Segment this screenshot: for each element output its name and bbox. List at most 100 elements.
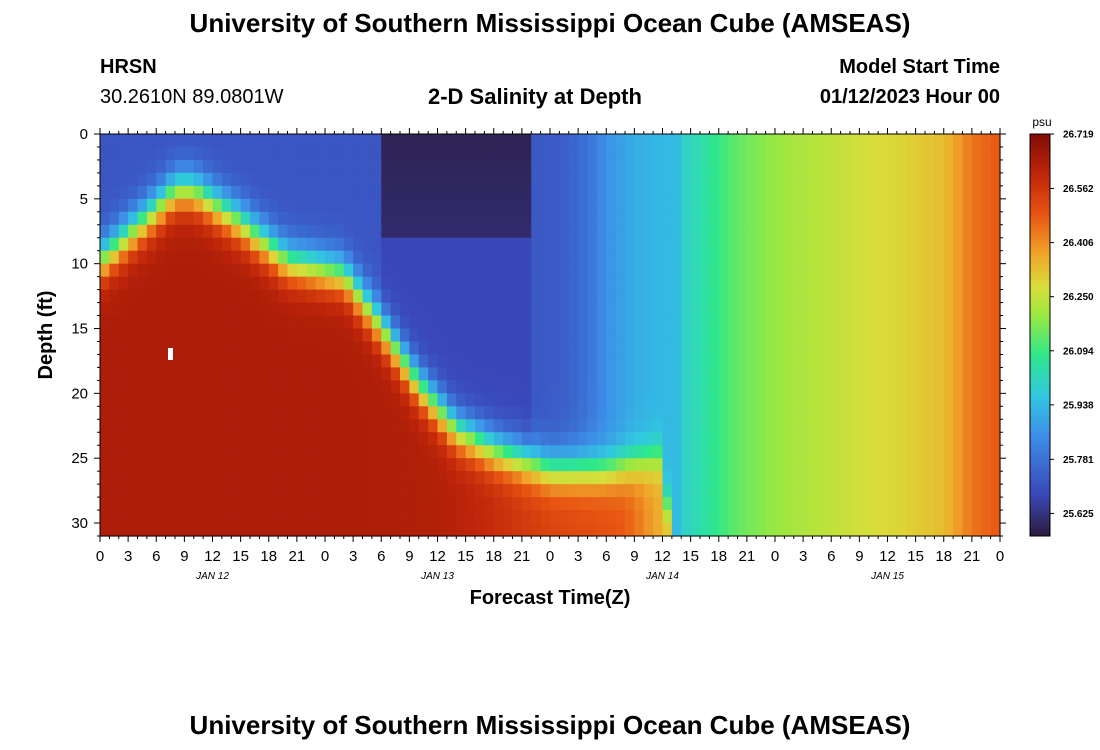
heatmap-cell <box>315 302 326 317</box>
heatmap-cell <box>465 198 476 213</box>
heatmap-cell <box>100 185 110 200</box>
heatmap-cell <box>775 354 785 369</box>
heatmap-cell <box>981 211 992 226</box>
heatmap-cell <box>671 354 682 369</box>
heatmap-cell <box>521 419 532 433</box>
heatmap-cell <box>971 276 982 291</box>
heatmap-cell <box>531 458 542 472</box>
heatmap-cell <box>240 250 251 265</box>
heatmap-cell <box>953 432 964 446</box>
heatmap-cell <box>437 445 448 459</box>
heatmap-cell <box>821 276 832 291</box>
heatmap-cell <box>231 185 242 200</box>
heatmap-cell <box>250 484 260 498</box>
heatmap-cell <box>671 237 682 252</box>
heatmap-cell <box>381 458 392 472</box>
heatmap-cell <box>821 172 832 187</box>
heatmap-cell <box>475 341 485 356</box>
heatmap-cell <box>315 250 326 265</box>
heatmap-cell <box>596 276 607 291</box>
heatmap-cell <box>231 159 242 174</box>
heatmap-cell <box>906 185 917 200</box>
heatmap-cell <box>559 497 570 511</box>
heatmap-cell <box>662 406 673 420</box>
heatmap-cell <box>240 263 251 278</box>
heatmap-cell <box>981 458 992 472</box>
heatmap-cell <box>400 198 410 213</box>
heatmap-cell <box>334 185 345 200</box>
heatmap-cell <box>306 406 317 420</box>
heatmap-cell <box>662 302 673 317</box>
heatmap-cell <box>465 185 476 200</box>
heatmap-cell <box>943 471 954 485</box>
heatmap-cell <box>193 198 204 213</box>
heatmap-cell <box>371 159 382 174</box>
heatmap-cell <box>662 172 673 187</box>
heatmap-cell <box>156 315 167 330</box>
heatmap-cell <box>756 458 767 472</box>
heatmap-cell <box>521 276 532 291</box>
heatmap-cell <box>962 159 973 174</box>
heatmap-cell <box>231 497 242 511</box>
heatmap-cell <box>503 406 514 420</box>
heatmap-cell <box>465 211 476 226</box>
heatmap-cell <box>840 211 851 226</box>
heatmap-cell <box>400 419 410 433</box>
heatmap-cell <box>850 198 860 213</box>
plot-title: 2-D Salinity at Depth <box>428 84 642 109</box>
heatmap-cell <box>446 419 457 433</box>
heatmap-cell <box>343 484 354 498</box>
heatmap-cell <box>981 224 992 239</box>
heatmap-cell <box>156 406 167 420</box>
heatmap-cell <box>859 510 870 524</box>
heatmap-cell <box>306 134 317 148</box>
heatmap-cell <box>784 276 795 291</box>
heatmap-cell <box>325 419 335 433</box>
heatmap-cell <box>343 341 354 356</box>
heatmap-cell <box>606 237 617 252</box>
heatmap-cell <box>906 146 917 161</box>
heatmap-cell <box>643 458 654 472</box>
heatmap-cell <box>306 302 317 317</box>
heatmap-cell <box>259 302 270 317</box>
heatmap-cell <box>475 393 485 407</box>
heatmap-cell <box>971 185 982 200</box>
heatmap-cell <box>662 159 673 174</box>
heatmap-cell <box>100 523 110 537</box>
heatmap-cell <box>559 406 570 420</box>
heatmap-cell <box>437 237 448 252</box>
heatmap-cell <box>250 172 260 187</box>
heatmap-cell <box>287 211 298 226</box>
heatmap-cell <box>118 224 129 239</box>
heatmap-cell <box>596 146 607 161</box>
heatmap-cell <box>184 289 195 304</box>
heatmap-cell <box>915 198 926 213</box>
heatmap-cell <box>990 146 1001 161</box>
heatmap-cell <box>981 367 992 381</box>
heatmap-cell <box>212 211 223 226</box>
heatmap-cell <box>587 198 598 213</box>
heatmap-cell <box>221 263 232 278</box>
x-tick-label: 21 <box>739 548 756 565</box>
heatmap-cell <box>353 445 364 459</box>
heatmap-cell <box>250 302 260 317</box>
heatmap-cell <box>906 497 917 511</box>
heatmap-cell <box>193 380 204 394</box>
heatmap-cell <box>268 393 279 407</box>
heatmap-cell <box>128 211 139 226</box>
heatmap-cell <box>934 315 945 330</box>
heatmap-cell <box>203 159 214 174</box>
x-tick-label: 3 <box>799 548 807 565</box>
heatmap-cell <box>878 419 889 433</box>
heatmap-cell <box>334 354 345 369</box>
heatmap-cell <box>840 419 851 433</box>
heatmap-cell <box>390 380 401 394</box>
heatmap-cell <box>325 198 335 213</box>
heatmap-cell <box>437 289 448 304</box>
heatmap-cell <box>615 315 626 330</box>
heatmap-cell <box>990 406 1001 420</box>
heatmap-cell <box>990 484 1001 498</box>
heatmap-cell <box>343 497 354 511</box>
x-tick-label: 0 <box>771 548 779 565</box>
heatmap-cell <box>962 523 973 537</box>
